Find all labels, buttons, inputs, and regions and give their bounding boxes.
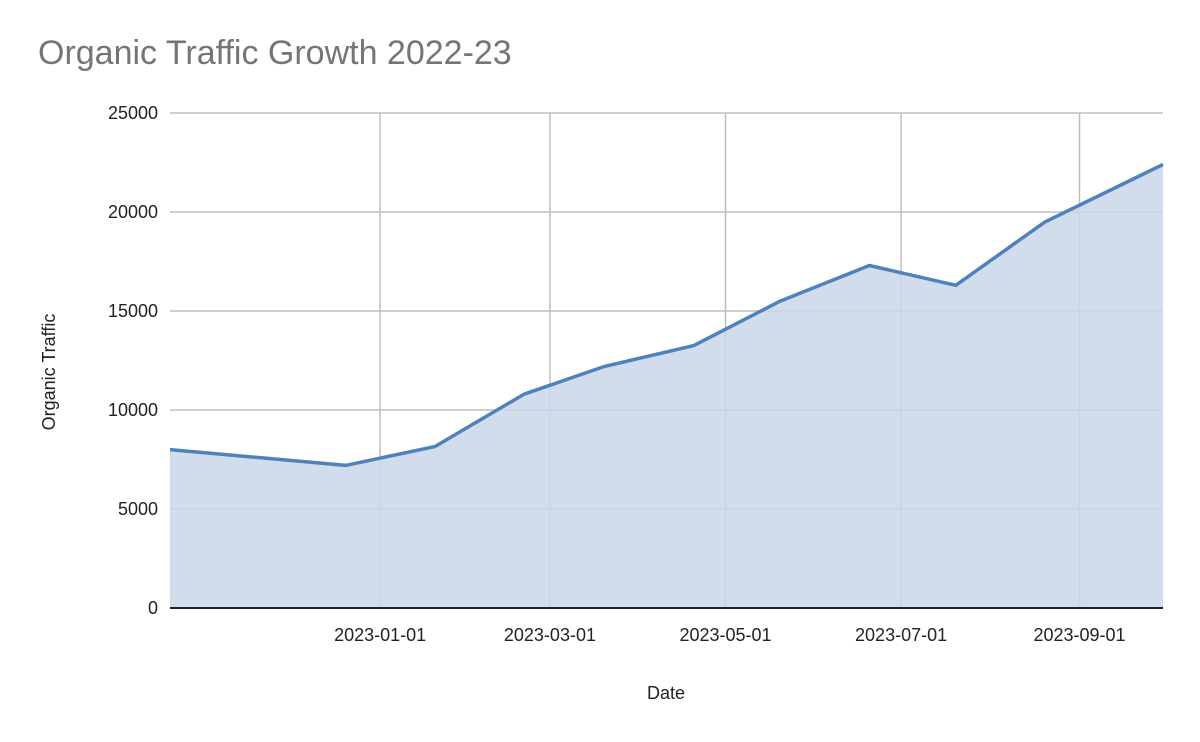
x-tick-label: 2023-03-01 — [504, 625, 596, 645]
series-line — [169, 162, 1164, 468]
x-tick-label: 2023-09-01 — [1033, 625, 1125, 645]
x-tick-label: 2023-07-01 — [855, 625, 947, 645]
x-tick-label: 2023-01-01 — [334, 625, 426, 645]
chart-title: Organic Traffic Growth 2022-23 — [38, 34, 512, 72]
y-tick-label: 25000 — [108, 103, 158, 123]
y-axis-title: Organic Traffic — [39, 314, 59, 431]
area-fill — [170, 164, 1163, 608]
y-tick-label: 20000 — [108, 202, 158, 222]
axes: 0 5000 10000 15000 20000 25000 2023-01-01 2023-… — [108, 103, 1163, 645]
x-axis-title: Date — [647, 683, 685, 703]
y-tick-label: 15000 — [108, 301, 158, 321]
y-tick-label: 5000 — [118, 499, 158, 519]
y-tick-label: 10000 — [108, 400, 158, 420]
x-tick-label: 2023-05-01 — [679, 625, 771, 645]
y-tick-label: 0 — [148, 598, 158, 618]
area-layer — [169, 162, 1164, 608]
